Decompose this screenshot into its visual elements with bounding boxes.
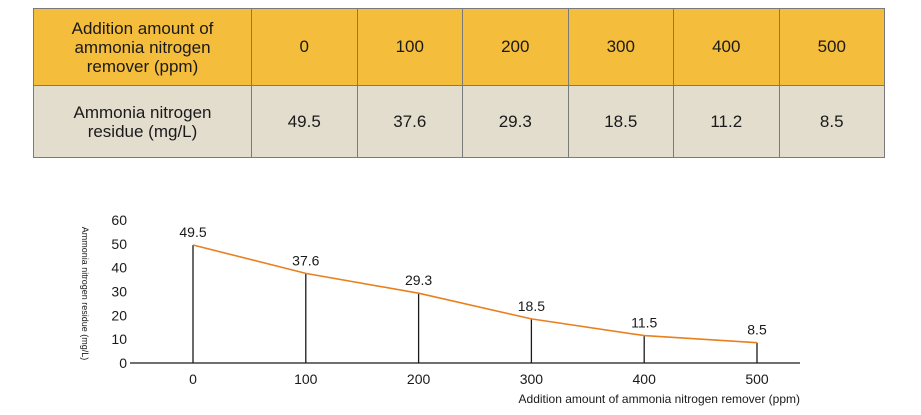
header-label-line: remover (ppm) [86, 56, 199, 76]
x-tick-label: 400 [633, 371, 657, 387]
residue-value-cell: 37.6 [356, 85, 463, 158]
line-chart: 0 10 20 30 40 50 60 0 100 200 300 400 500 49.5 37.6 29.… [80, 212, 800, 406]
header-label-cell: Addition amount of ammonia nitrogen remo… [33, 8, 252, 86]
y-tick-label: 20 [111, 307, 127, 323]
table-header-row: Addition amount of ammonia nitrogen remo… [33, 8, 885, 86]
data-label: 37.6 [292, 252, 319, 268]
y-tick-label: 0 [119, 355, 127, 371]
y-tick-label: 50 [111, 236, 127, 252]
residue-value-cell: 8.5 [778, 85, 885, 158]
y-tick-label: 10 [111, 331, 127, 347]
residue-value-cell: 29.3 [462, 85, 569, 158]
x-tick-label: 500 [745, 371, 769, 387]
residue-value-cell: 11.2 [673, 85, 780, 158]
residue-value-cell: 18.5 [567, 85, 674, 158]
data-label: 49.5 [179, 224, 206, 240]
data-label: 18.5 [518, 298, 545, 314]
residue-label-cell: Ammonia nitrogen residue (mg/L) [33, 85, 252, 158]
header-value-cell: 500 [778, 8, 885, 86]
y-axis-label: Ammonia nitrogen residue (mg/L) [80, 227, 90, 361]
header-value-cell: 300 [567, 8, 674, 86]
x-tick-label: 0 [189, 371, 197, 387]
x-tick-label: 100 [294, 371, 318, 387]
residue-label-line: residue (mg/L) [87, 121, 198, 141]
header-value-cell: 400 [673, 8, 780, 86]
y-tick-label: 40 [111, 260, 127, 276]
header-value-cell: 100 [356, 8, 463, 86]
header-label-line: ammonia nitrogen [74, 37, 211, 57]
series-line [192, 244, 758, 344]
x-axis-label: Addition amount of ammonia nitrogen remo… [519, 392, 800, 406]
data-label: 11.5 [631, 315, 657, 331]
header-value-cell: 0 [251, 8, 358, 86]
x-tick-label: 300 [520, 371, 544, 387]
x-tick-label: 200 [407, 371, 431, 387]
y-tick-label: 30 [111, 284, 127, 300]
residue-value-cell: 49.5 [251, 85, 358, 158]
table-residue-row: Ammonia nitrogen residue (mg/L) 49.5 37.… [33, 85, 885, 158]
header-value-cell: 200 [462, 8, 569, 86]
y-tick-label: 60 [111, 212, 127, 228]
data-table: Addition amount of ammonia nitrogen remo… [33, 8, 885, 158]
data-label: 29.3 [405, 272, 432, 288]
header-label-line: Addition amount of [71, 18, 214, 38]
residue-label-line: Ammonia nitrogen [73, 102, 212, 122]
data-label: 8.5 [747, 322, 767, 338]
